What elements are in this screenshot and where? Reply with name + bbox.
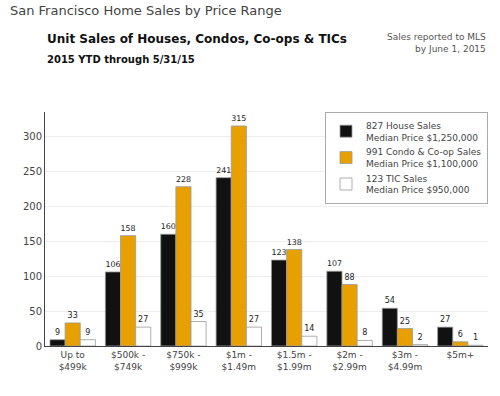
svg-text:107: 107 bbox=[327, 259, 342, 268]
svg-text:123 TIC SalesMedian Price $950: 123 TIC SalesMedian Price $950,000 bbox=[366, 174, 470, 196]
svg-text:2015 YTD through 5/31/15: 2015 YTD through 5/31/15 bbox=[47, 54, 195, 65]
svg-text:827 House SalesMedian Price $1: 827 House SalesMedian Price $1,250,000 bbox=[366, 121, 478, 143]
svg-text:27: 27 bbox=[249, 315, 259, 324]
svg-text:Sales reported to MLSby June 1: Sales reported to MLSby June 1, 2015 bbox=[387, 32, 486, 54]
svg-text:2: 2 bbox=[418, 333, 423, 342]
svg-text:$500k -$749k: $500k -$749k bbox=[111, 350, 145, 372]
svg-text:9: 9 bbox=[55, 328, 60, 337]
svg-text:9: 9 bbox=[85, 328, 90, 337]
svg-text:200: 200 bbox=[23, 201, 42, 212]
svg-text:27: 27 bbox=[138, 315, 148, 324]
svg-text:$2m -$2.99m: $2m -$2.99m bbox=[332, 350, 367, 372]
svg-text:158: 158 bbox=[121, 224, 136, 233]
svg-text:Unit Sales of Houses, Condos,: Unit Sales of Houses, Condos, Co-ops & T… bbox=[47, 32, 347, 46]
svg-text:35: 35 bbox=[193, 310, 203, 319]
svg-text:1: 1 bbox=[473, 333, 478, 342]
svg-text:160: 160 bbox=[161, 222, 176, 231]
svg-text:$5m+: $5m+ bbox=[446, 350, 474, 360]
svg-text:315: 315 bbox=[231, 114, 246, 123]
svg-text:138: 138 bbox=[287, 238, 302, 247]
svg-text:Up to$499k: Up to$499k bbox=[59, 350, 88, 372]
svg-text:$3m -$4.99m: $3m -$4.99m bbox=[388, 350, 423, 372]
svg-text:241: 241 bbox=[216, 166, 231, 175]
svg-text:88: 88 bbox=[344, 273, 354, 282]
svg-text:25: 25 bbox=[400, 317, 410, 326]
svg-text:300: 300 bbox=[23, 131, 42, 142]
svg-text:50: 50 bbox=[29, 306, 42, 317]
svg-text:14: 14 bbox=[304, 324, 314, 333]
svg-text:54: 54 bbox=[385, 296, 395, 305]
svg-text:123: 123 bbox=[272, 248, 287, 257]
svg-text:San Francisco Home Sales by Pr: San Francisco Home Sales by Price Range bbox=[10, 3, 282, 18]
svg-text:0: 0 bbox=[36, 341, 42, 352]
svg-text:33: 33 bbox=[68, 311, 78, 320]
svg-text:228: 228 bbox=[176, 175, 191, 184]
svg-text:$1.5m -$1.99m: $1.5m -$1.99m bbox=[277, 350, 312, 372]
svg-text:150: 150 bbox=[23, 236, 42, 247]
svg-text:27: 27 bbox=[440, 315, 450, 324]
svg-text:$750k -$999k: $750k -$999k bbox=[166, 350, 200, 372]
svg-text:8: 8 bbox=[362, 328, 367, 337]
svg-text:106: 106 bbox=[105, 260, 120, 269]
svg-text:6: 6 bbox=[458, 330, 463, 339]
svg-text:991 Condo & Co-op SalesMedian: 991 Condo & Co-op SalesMedian Price $1,1… bbox=[366, 147, 481, 169]
svg-text:100: 100 bbox=[23, 271, 42, 282]
svg-text:$1m -$1.49m: $1m -$1.49m bbox=[222, 350, 257, 372]
svg-text:250: 250 bbox=[23, 166, 42, 177]
